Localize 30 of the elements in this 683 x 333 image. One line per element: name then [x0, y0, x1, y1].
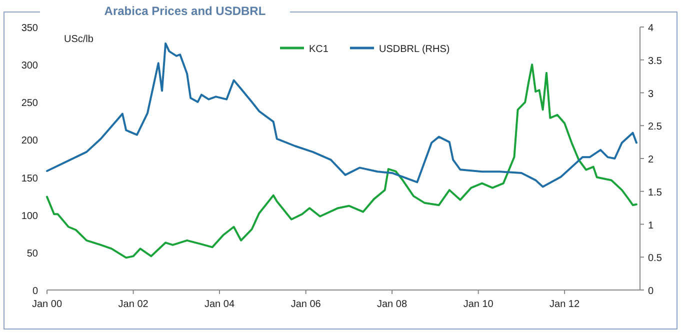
x-tick-label: Jan 08: [377, 299, 408, 310]
x-tick-label: Jan 02: [118, 299, 149, 310]
y-tick-label: 50: [26, 248, 38, 260]
y2-tick-label: 2: [648, 154, 654, 166]
y-tick-label: 100: [21, 210, 38, 222]
y-tick-label: 0: [32, 286, 38, 297]
x-tick-label: Jan 04: [204, 299, 235, 310]
line-series: [46, 42, 638, 188]
legend-label: KC1: [309, 44, 329, 55]
y2-tick-label: 3: [648, 88, 654, 100]
y-tick-label: 150: [21, 173, 38, 184]
y-tick-label: 200: [21, 136, 38, 147]
y2-tick-label: 0: [648, 286, 654, 297]
y-tick-label: 350: [21, 23, 38, 34]
y-tick-label: 250: [21, 98, 38, 110]
y2-tick-label: 1: [648, 220, 654, 232]
x-tick-label: Jan 06: [290, 299, 322, 310]
y2-tick-label: 4: [648, 23, 654, 34]
x-tick-label: Jan 10: [463, 299, 494, 310]
y-axis-title: USc/lb: [64, 34, 94, 45]
y-tick-label: 300: [21, 60, 38, 72]
y2-tick-label: 1.5: [648, 187, 662, 198]
y2-tick-label: 3.5: [648, 56, 662, 67]
chart-title: Arabica Prices and USDBRL: [104, 4, 266, 18]
line-series: [46, 64, 638, 259]
x-tick-label: Jan 12: [550, 299, 580, 310]
legend-label: USDBRL (RHS): [379, 44, 450, 55]
y2-tick-label: 2.5: [648, 122, 662, 133]
y2-tick-label: 0.5: [648, 253, 662, 264]
x-tick-label: Jan 00: [32, 299, 62, 310]
